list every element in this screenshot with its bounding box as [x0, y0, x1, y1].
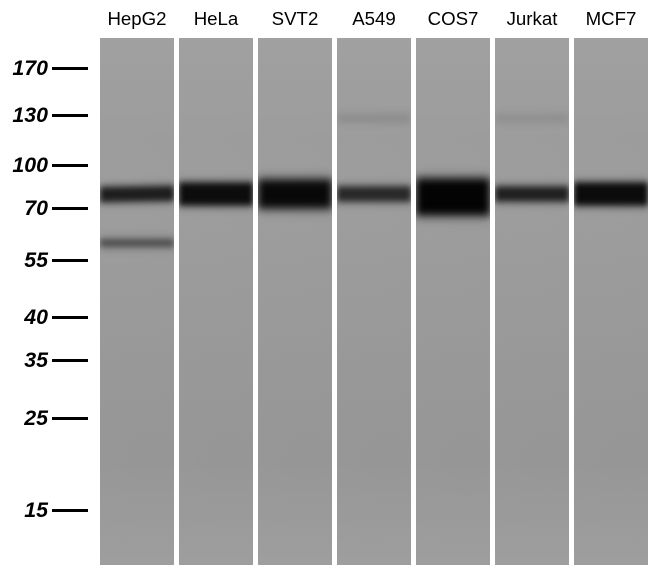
lane-label-a549: A549	[337, 8, 411, 30]
lane-mcf7	[574, 38, 648, 565]
lane-hepg2	[100, 38, 174, 565]
lane-label-mcf7: MCF7	[574, 8, 648, 30]
mw-marker-label: 35	[2, 348, 48, 373]
mw-marker-tick	[52, 164, 88, 167]
lane-svt2	[258, 38, 332, 565]
mw-marker-label: 25	[2, 406, 48, 431]
lane-film-overlay	[258, 38, 332, 565]
mw-marker-tick	[52, 359, 88, 362]
mw-marker-label: 15	[2, 498, 48, 523]
lane-cos7	[416, 38, 490, 565]
lane-film-overlay	[179, 38, 253, 565]
western-blot-figure: 170 130 100 70 55 40 35 25 15 HepG2HeLaSVT2A549CO…	[0, 0, 650, 574]
band	[179, 179, 253, 209]
mw-marker-label: 170	[2, 56, 48, 81]
mw-marker-tick	[52, 207, 88, 210]
mw-marker-tick	[52, 259, 88, 262]
lane-a549	[337, 38, 411, 565]
lane-label-cos7: COS7	[416, 8, 490, 30]
band	[100, 236, 174, 250]
mw-marker-label: 130	[2, 103, 48, 128]
mw-marker-label: 70	[2, 196, 48, 221]
band	[337, 183, 411, 205]
mw-marker-tick	[52, 417, 88, 420]
lane-label-hela: HeLa	[179, 8, 253, 30]
lane-label-hepg2: HepG2	[100, 8, 174, 30]
mw-marker-label: 40	[2, 305, 48, 330]
band	[495, 113, 569, 123]
lane-label-svt2: SVT2	[258, 8, 332, 30]
band	[258, 176, 332, 212]
band	[416, 175, 490, 219]
lane-hela	[179, 38, 253, 565]
mw-marker-label: 55	[2, 248, 48, 273]
mw-marker-tick	[52, 114, 88, 117]
lane-film-overlay	[100, 38, 174, 565]
lane-film-overlay	[416, 38, 490, 565]
band	[337, 113, 411, 123]
mw-marker-tick	[52, 67, 88, 70]
mw-marker-tick	[52, 316, 88, 319]
lane-label-jurkat: Jurkat	[495, 8, 569, 30]
band	[100, 182, 174, 205]
mw-marker-label: 100	[2, 153, 48, 178]
band	[574, 179, 648, 209]
band	[495, 183, 569, 205]
lane-film-overlay	[574, 38, 648, 565]
lane-jurkat	[495, 38, 569, 565]
mw-marker-tick	[52, 509, 88, 512]
